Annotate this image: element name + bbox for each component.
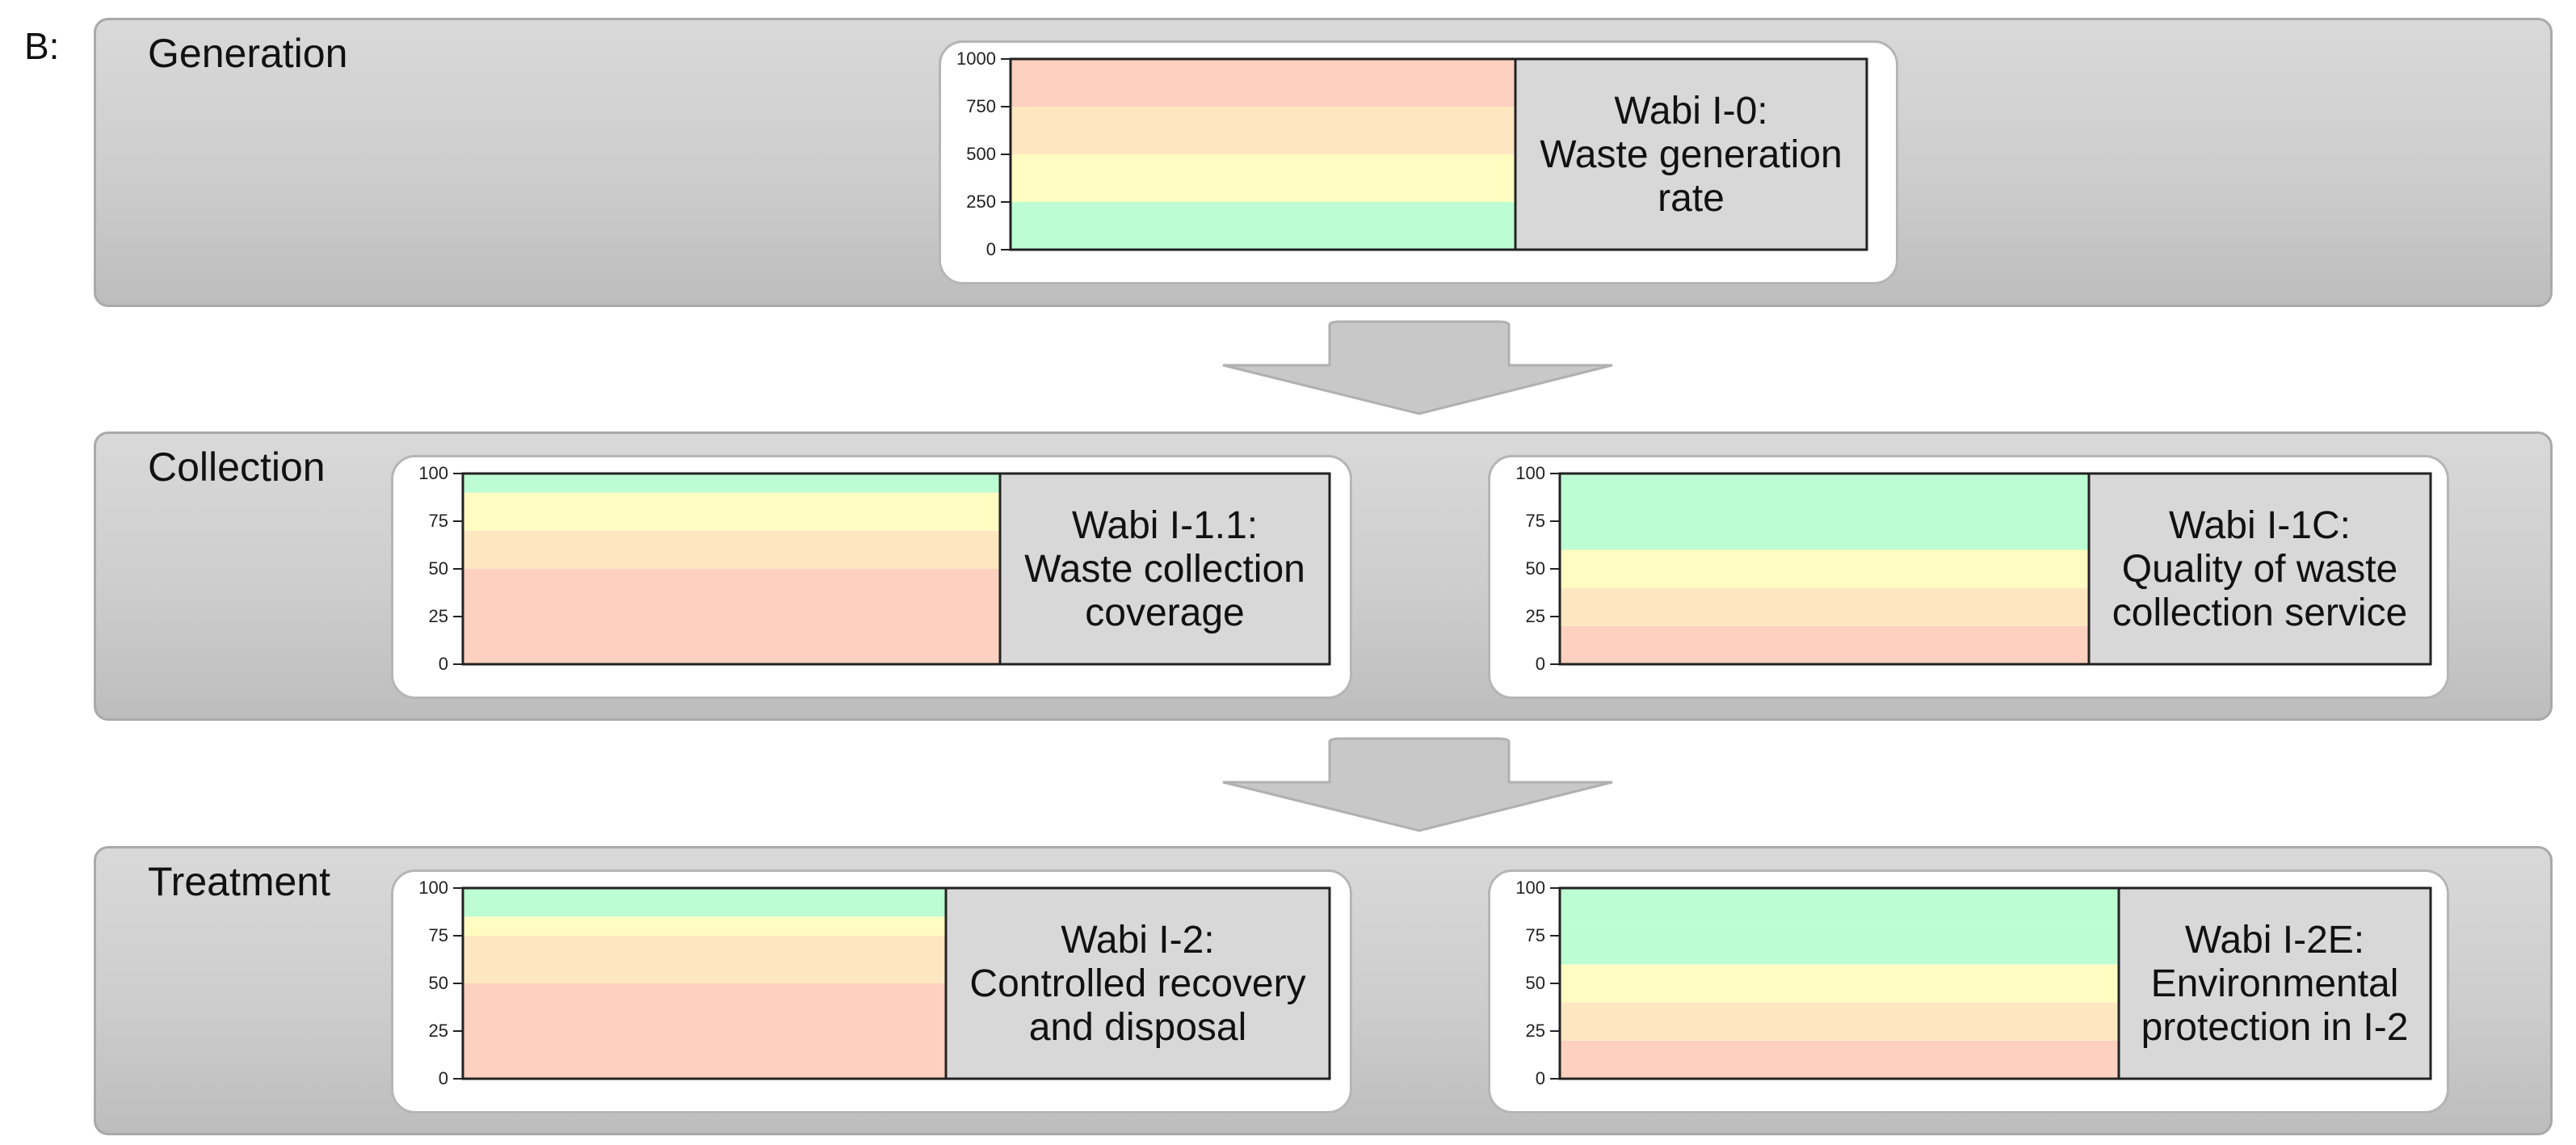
y-tick-label: 25 [429, 606, 448, 626]
y-tick-label: 50 [429, 973, 448, 993]
indicator-label-box [2117, 886, 2432, 1080]
indicator-name-line: Wabi I-2E: [2185, 919, 2364, 962]
indicator-name-line: protection in I-2 [2141, 1006, 2409, 1049]
indicator-name-line: Wabi I-1C: [2169, 504, 2351, 547]
indicator-name-line: Quality of waste [2122, 548, 2397, 591]
y-tick-label: 1000 [956, 48, 996, 69]
stage-title: Collection [148, 444, 326, 490]
threshold-band-red [1560, 1040, 2119, 1079]
indicator-chart: 0 25 50 75 100 Wabi I-1C:Quality of wastecoll… [1515, 463, 2432, 674]
indicator-name-line: Environmental [2151, 962, 2399, 1005]
y-tick-label: 750 [966, 96, 996, 116]
y-tick-label: 25 [429, 1021, 448, 1041]
threshold-band-orange [463, 530, 1000, 569]
y-tick-label: 100 [418, 878, 448, 898]
y-tick-label: 100 [1515, 878, 1545, 898]
y-tick-label: 50 [429, 558, 448, 579]
y-tick-label: 0 [986, 239, 996, 259]
threshold-band-yellow [1560, 964, 2119, 1003]
indicator-chart: 0 25 50 75 100 Wabi I-2:Controlled recoveryan… [418, 878, 1331, 1088]
threshold-band-red [1560, 625, 2089, 664]
threshold-band-red [1011, 59, 1515, 107]
threshold-band-orange [1560, 587, 2089, 626]
y-tick-label: 0 [1536, 654, 1545, 674]
threshold-band-green [463, 888, 946, 917]
indicator-card-wabi-i-1c: 0 25 50 75 100 Wabi I-1C: Quality of waste coll… [1488, 455, 2449, 699]
y-tick-label: 0 [1536, 1068, 1545, 1088]
y-tick-label: 500 [966, 144, 996, 164]
indicator-name-line: Wabi I-1.1: [1072, 504, 1258, 547]
y-tick-label: 250 [966, 192, 996, 212]
indicator-card-wabi-i-2: 0 25 50 75 100 Wabi I-2: Controlled recovery an… [391, 869, 1352, 1113]
y-tick-label: 75 [429, 511, 448, 531]
threshold-band-yellow [1011, 154, 1515, 202]
indicator-name-line: Wabi I-2: [1061, 919, 1214, 962]
indicator-name-line: Wabi I-0: [1614, 90, 1767, 133]
y-tick-label: 75 [429, 925, 448, 945]
threshold-band-green [463, 474, 1000, 493]
indicator-label-box [998, 472, 1331, 666]
indicator-label-box [1514, 57, 1868, 251]
threshold-band-green [1560, 511, 2089, 550]
indicator-name-line: rate [1658, 177, 1725, 220]
threshold-band-red [463, 569, 1000, 664]
y-tick-label: 0 [439, 1068, 448, 1088]
threshold-band-yellow [1560, 549, 2089, 588]
threshold-band-orange [1011, 107, 1515, 154]
indicator-name-line: collection service [2112, 591, 2407, 634]
stage-title: Treatment [148, 859, 331, 904]
threshold-band-green [1560, 926, 2119, 965]
threshold-band-red [463, 983, 946, 1079]
indicator-label-box [944, 886, 1331, 1080]
indicator-card-wabi-i-2e: 0 25 50 75 100 Wabi I-2E: Environmental protect… [1488, 869, 2449, 1113]
indicator-name-line: Controlled recovery [969, 962, 1305, 1005]
indicator-chart: 0 25 50 75 100 Wabi I-2E:Environmentalprotect… [1515, 878, 2432, 1088]
indicator-card-wabi-i-0: 0 250 500 750 1000 Wabi I-0: Waste generation r… [939, 40, 1898, 284]
indicator-name-line: and disposal [1029, 1006, 1247, 1049]
threshold-band-orange [463, 936, 946, 983]
threshold-band-green [1560, 474, 2089, 512]
y-tick-label: 50 [1526, 973, 1545, 993]
threshold-band-orange [1560, 1002, 2119, 1041]
indicator-name-line: Waste generation [1540, 133, 1842, 176]
y-tick-label: 50 [1526, 558, 1545, 579]
flow-arrow-down-icon [1222, 320, 1613, 415]
threshold-band-yellow [463, 492, 1000, 531]
y-tick-label: 75 [1526, 925, 1545, 945]
threshold-band-yellow [463, 916, 946, 936]
figure-label: B: [24, 25, 60, 67]
indicator-card-wabi-i-1-1: 0 25 50 75 100 Wabi I-1.1: Waste collection cov… [391, 455, 1352, 699]
indicator-name-line: coverage [1085, 591, 1244, 634]
y-tick-label: 25 [1526, 1021, 1545, 1041]
y-tick-label: 75 [1526, 511, 1545, 531]
y-tick-label: 0 [439, 654, 448, 674]
indicator-label-box [2087, 472, 2432, 666]
threshold-band-green [1560, 888, 2119, 927]
indicator-chart: 0 250 500 750 1000 Wabi I-0:Waste generationr… [956, 48, 1868, 259]
y-tick-label: 25 [1526, 606, 1545, 626]
stage-title: Generation [148, 31, 348, 76]
flow-arrow-down-icon [1222, 737, 1613, 832]
indicator-chart: 0 25 50 75 100 Wabi I-1.1:Waste collectioncov… [418, 463, 1331, 674]
threshold-band-green [1011, 202, 1515, 250]
y-tick-label: 100 [418, 463, 448, 483]
indicator-name-line: Waste collection [1024, 548, 1305, 591]
y-tick-label: 100 [1515, 463, 1545, 483]
